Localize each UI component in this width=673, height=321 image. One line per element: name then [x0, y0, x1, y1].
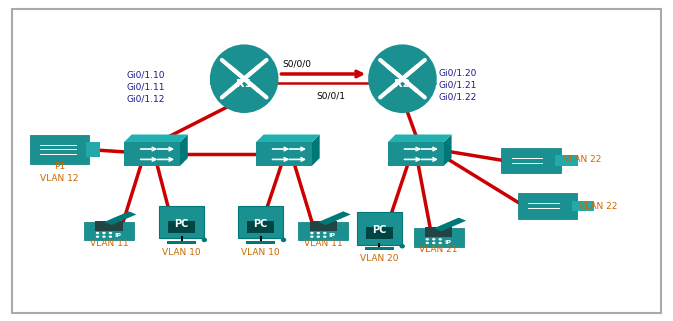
- Text: Gi0/1.10
Gi0/1.11
Gi0/1.12: Gi0/1.10 Gi0/1.11 Gi0/1.12: [127, 71, 166, 103]
- Ellipse shape: [400, 244, 405, 248]
- Circle shape: [426, 242, 428, 243]
- Circle shape: [439, 242, 441, 243]
- Circle shape: [318, 236, 319, 237]
- FancyBboxPatch shape: [388, 143, 444, 166]
- Text: PC: PC: [174, 219, 188, 229]
- FancyBboxPatch shape: [518, 193, 577, 219]
- FancyBboxPatch shape: [30, 135, 89, 164]
- FancyBboxPatch shape: [365, 247, 394, 250]
- FancyBboxPatch shape: [256, 143, 312, 166]
- Circle shape: [103, 236, 105, 237]
- Circle shape: [96, 232, 98, 233]
- Text: R2: R2: [394, 79, 411, 89]
- Polygon shape: [298, 222, 348, 240]
- FancyBboxPatch shape: [310, 221, 337, 231]
- FancyBboxPatch shape: [572, 201, 594, 212]
- Ellipse shape: [368, 78, 437, 90]
- FancyBboxPatch shape: [167, 241, 196, 244]
- Text: P1
VLAN 12: P1 VLAN 12: [40, 162, 79, 183]
- Text: PC: PC: [372, 225, 386, 235]
- Text: VLAN 11: VLAN 11: [90, 239, 129, 248]
- FancyBboxPatch shape: [501, 148, 561, 173]
- Text: VLAN 20: VLAN 20: [360, 254, 398, 263]
- Polygon shape: [433, 218, 466, 231]
- Polygon shape: [318, 211, 351, 225]
- Circle shape: [433, 242, 435, 243]
- Circle shape: [103, 232, 105, 233]
- Polygon shape: [84, 222, 134, 240]
- Polygon shape: [444, 134, 452, 166]
- Circle shape: [439, 239, 441, 240]
- Text: IP: IP: [329, 233, 336, 238]
- Ellipse shape: [281, 238, 286, 242]
- FancyBboxPatch shape: [96, 221, 122, 231]
- Circle shape: [96, 236, 98, 237]
- Text: VLAN 21: VLAN 21: [419, 245, 458, 254]
- Polygon shape: [124, 134, 188, 143]
- Circle shape: [433, 239, 435, 240]
- Text: VLAN 22: VLAN 22: [563, 155, 601, 164]
- Ellipse shape: [210, 44, 279, 113]
- FancyBboxPatch shape: [238, 206, 283, 239]
- Text: S0/0/0: S0/0/0: [282, 60, 311, 69]
- Text: VLAN 11: VLAN 11: [304, 239, 343, 248]
- FancyBboxPatch shape: [159, 206, 205, 239]
- Text: Gi0/1.20
Gi0/1.21
Gi0/1.22: Gi0/1.20 Gi0/1.21 Gi0/1.22: [439, 69, 477, 101]
- Text: IP: IP: [114, 233, 121, 238]
- Ellipse shape: [202, 238, 207, 242]
- Polygon shape: [104, 211, 137, 225]
- FancyBboxPatch shape: [86, 142, 100, 157]
- Circle shape: [324, 236, 326, 237]
- Circle shape: [318, 232, 319, 233]
- Polygon shape: [180, 134, 188, 166]
- Text: VLAN 10: VLAN 10: [162, 247, 201, 256]
- Polygon shape: [312, 134, 320, 166]
- Circle shape: [311, 232, 313, 233]
- Text: PC: PC: [254, 219, 268, 229]
- FancyBboxPatch shape: [247, 221, 274, 233]
- FancyBboxPatch shape: [555, 155, 577, 166]
- FancyBboxPatch shape: [425, 227, 452, 238]
- Circle shape: [324, 232, 326, 233]
- Ellipse shape: [368, 44, 437, 113]
- Text: IP: IP: [444, 239, 451, 245]
- Circle shape: [110, 236, 112, 237]
- FancyBboxPatch shape: [246, 241, 275, 244]
- Polygon shape: [388, 134, 452, 143]
- Text: R1: R1: [236, 79, 252, 89]
- FancyBboxPatch shape: [366, 227, 393, 239]
- Text: S0/0/1: S0/0/1: [316, 92, 345, 101]
- Circle shape: [110, 232, 112, 233]
- Polygon shape: [256, 134, 320, 143]
- Circle shape: [311, 236, 313, 237]
- Text: VLAN 10: VLAN 10: [242, 247, 280, 256]
- Ellipse shape: [210, 78, 279, 90]
- Polygon shape: [414, 228, 464, 247]
- Circle shape: [426, 239, 428, 240]
- Text: VLAN 22: VLAN 22: [579, 202, 618, 211]
- FancyBboxPatch shape: [357, 213, 402, 245]
- FancyBboxPatch shape: [168, 221, 195, 233]
- FancyBboxPatch shape: [124, 143, 180, 166]
